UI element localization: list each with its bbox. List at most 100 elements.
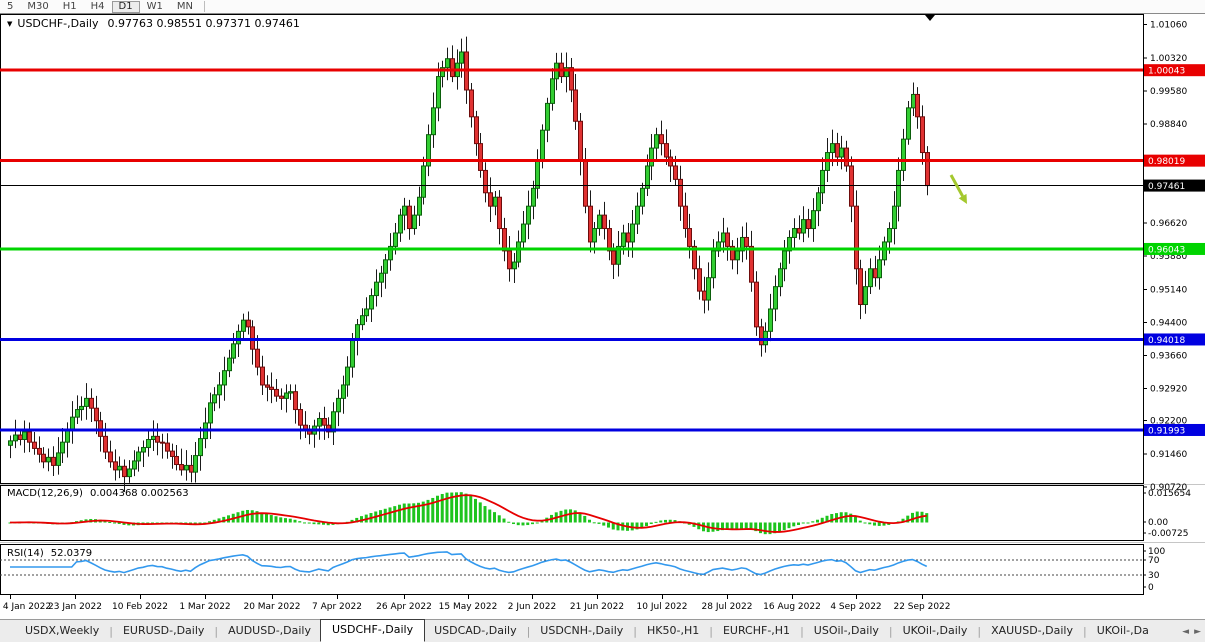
- price-badge-label: 0.97461: [1148, 182, 1185, 192]
- price-badge: [1144, 64, 1205, 77]
- price-tick-label: 0.94400: [1150, 318, 1187, 328]
- price-tick-label: 0.91460: [1150, 450, 1187, 460]
- rsi-indicator-label: RSI(14) 52.0379: [7, 548, 92, 559]
- macd-values: 0.004368 0.002563: [89, 488, 189, 499]
- price-tick-label: 0.96620: [1150, 219, 1187, 229]
- candlesticks: [8, 36, 930, 492]
- price-tick-label: 0.95140: [1150, 285, 1187, 295]
- price-tick-label: 0.98840: [1150, 120, 1187, 130]
- chart-tab-audusd-daily[interactable]: AUDUSD-,Daily: [228, 624, 311, 637]
- date-label: 26 Apr 2022: [376, 602, 432, 612]
- period-button-H1[interactable]: H1: [62, 0, 77, 12]
- ohlc-values: 0.97763 0.98551 0.97371 0.97461: [107, 17, 300, 30]
- price-axis: 1.01060 1.00320 0.99580 0.98840 0.96620 0.958…: [1143, 21, 1205, 493]
- rsi-value: 52.0379: [50, 548, 93, 559]
- period-button-5[interactable]: 5: [7, 0, 14, 12]
- date-label: 16 Aug 2022: [763, 602, 821, 612]
- macd-axis-label: 0.00: [1148, 518, 1168, 528]
- toolbar-separator: [203, 1, 205, 12]
- rsi-axis-label: 70: [1148, 556, 1160, 566]
- price-badge: [1144, 179, 1205, 192]
- price-badge: [1144, 242, 1205, 255]
- symbol-dropdown-icon[interactable]: ▼: [7, 19, 13, 28]
- tab-separator: |: [800, 625, 804, 638]
- rsi-name: RSI(14): [7, 548, 44, 559]
- macd-indicator-label: MACD(12,26,9) 0.004368 0.002563: [7, 488, 189, 499]
- date-label: 28 Jul 2022: [702, 602, 753, 612]
- rsi-axis-label: 100: [1148, 547, 1165, 557]
- chart-tab-bar: USDX,Weekly | EURUSD-,Daily | AUDUSD-,Daily U…: [0, 619, 1205, 642]
- date-label: 15 May 2022: [439, 602, 498, 612]
- date-label: 2 Jun 2022: [508, 602, 556, 612]
- tab-separator: |: [109, 625, 113, 638]
- macd-panel: 0.015654 0.00-0.00725: [8, 489, 1191, 539]
- date-label: 22 Sep 2022: [893, 602, 950, 612]
- chart-tab-ukoil-da[interactable]: UKOil-,Da: [1096, 624, 1149, 637]
- chart-tab-eurchf-h1[interactable]: EURCHF-,H1: [722, 624, 791, 637]
- tab-scroll-left-icon[interactable]: ◄: [1182, 627, 1190, 637]
- macd-axis-label: -0.00725: [1148, 529, 1188, 539]
- price-badge: [1144, 333, 1205, 346]
- tab-separator: |: [526, 625, 531, 638]
- date-label: 1 Mar 2022: [179, 602, 230, 612]
- price-tick-label: 0.93660: [1150, 351, 1187, 361]
- price-tick-label: 0.92920: [1150, 385, 1187, 395]
- chart-tab-usdcnh-daily[interactable]: USDCNH-,Daily: [540, 624, 624, 637]
- period-button-MN[interactable]: MN: [176, 0, 193, 12]
- date-label: 7 Apr 2022: [312, 602, 362, 612]
- rsi-axis-label: 0: [1148, 583, 1154, 593]
- tab-scroll-right-icon[interactable]: ►: [1194, 627, 1201, 637]
- panel-borders: [0, 14, 1205, 595]
- date-label: 4 Sep 2022: [830, 602, 881, 612]
- price-badge-label: 0.91993: [1148, 426, 1185, 436]
- tab-separator: |: [977, 625, 982, 638]
- chart-tab-usdx-weekly[interactable]: USDX,Weekly: [25, 624, 100, 637]
- chart-tab-usdcad-daily[interactable]: USDCAD-,Daily: [434, 624, 517, 637]
- date-label: 21 Jun 2022: [570, 602, 624, 612]
- date-label: 23 Jan 2022: [48, 602, 102, 612]
- chart-tab-hk50-h1[interactable]: HK50-,H1: [647, 624, 700, 637]
- macd-axis-label: 0.015654: [1148, 489, 1191, 499]
- rsi-line: [10, 551, 928, 576]
- price-tick-label: 0.90720: [1150, 483, 1187, 493]
- period-button-W1[interactable]: W1: [146, 0, 163, 12]
- chart-tab-xauusd-daily[interactable]: XAUUSD-,Daily: [991, 624, 1073, 637]
- macd-name: MACD(12,26,9): [7, 488, 83, 499]
- chart-shift-marker-icon: [925, 15, 935, 21]
- tab-scroll-arrows: ◄ ►: [1177, 627, 1201, 637]
- price-tick-label: 1.01060: [1150, 21, 1187, 31]
- macd-signal-line: [9, 494, 927, 533]
- arrow-object[interactable]: [949, 174, 967, 204]
- chart-tab-eurusd-daily[interactable]: EURUSD-,Daily: [122, 624, 205, 637]
- tab-separator: |: [214, 625, 219, 638]
- timeframe-toolbar: 5 M30 H1 H4 D1 W1 MN: [0, 0, 1205, 14]
- price-tick-label: 1.00320: [1150, 54, 1187, 64]
- chart-canvas[interactable]: 1.01060 1.00320 0.99580 0.98840 0.96620 0.958…: [0, 0, 1205, 619]
- price-badge-label: 0.98019: [1148, 157, 1185, 167]
- horizontal-lines[interactable]: [0, 68, 1143, 432]
- price-badge-label: 1.00043: [1148, 67, 1185, 77]
- tab-separator: |: [888, 625, 893, 638]
- price-tick-label: 0.92200: [1150, 417, 1187, 427]
- tab-separator: |: [633, 625, 637, 638]
- chart-tab-ukoil-daily[interactable]: UKOil-,Daily: [902, 624, 968, 637]
- period-button-H4[interactable]: H4: [90, 0, 105, 12]
- price-tick-label: 0.95880: [1150, 252, 1187, 262]
- price-badge: [1144, 154, 1205, 167]
- chart-tab-usoil-daily[interactable]: USOil-,Daily: [813, 624, 879, 637]
- symbol-name: USDCHF-,Daily: [17, 17, 99, 30]
- symbol-header: ▼ USDCHF-,Daily 0.97763 0.98551 0.97371 …: [7, 17, 300, 30]
- date-label: 10 Jul 2022: [637, 602, 688, 612]
- price-badge: [1144, 423, 1205, 436]
- chart-tab-usdchf-daily[interactable]: USDCHF-,Daily: [320, 619, 426, 642]
- price-badge-label: 0.94018: [1148, 336, 1185, 346]
- period-button-D1[interactable]: D1: [111, 0, 140, 13]
- date-label: 20 Mar 2022: [243, 602, 300, 612]
- period-button-M30[interactable]: M30: [27, 0, 49, 12]
- tab-separator: |: [709, 625, 713, 638]
- price-tick-label: 0.99580: [1150, 87, 1187, 97]
- tab-separator: |: [1082, 625, 1087, 638]
